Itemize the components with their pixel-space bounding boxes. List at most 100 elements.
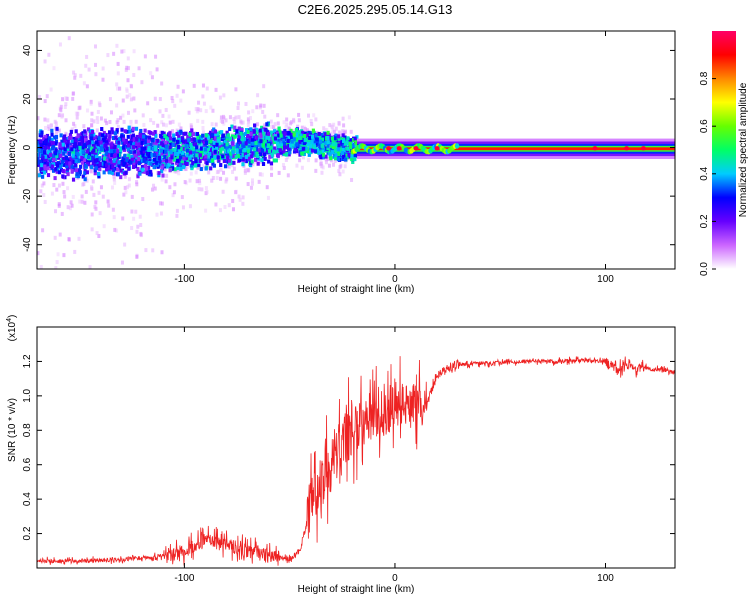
spectrogram-cell xyxy=(315,147,320,152)
spectrogram-cell xyxy=(200,136,204,141)
spectrogram-cell xyxy=(131,126,135,131)
spectrogram-cell xyxy=(232,166,236,171)
spectrogram-cell xyxy=(129,97,133,102)
spectrogram-cell xyxy=(298,152,302,157)
spectrogram-cell xyxy=(227,149,231,154)
spectrogram-cell xyxy=(90,212,94,217)
spectrogram-cell xyxy=(111,130,115,135)
spectrogram-cell xyxy=(195,155,200,160)
spectrogram-cell xyxy=(282,120,286,125)
spectrogram-cell xyxy=(89,136,93,141)
spectrogram-cell xyxy=(84,155,88,160)
spectrogram-cell xyxy=(146,101,150,106)
spectrogram-cell xyxy=(303,134,307,139)
spectrogram-cell xyxy=(117,160,121,165)
spectrogram-cell xyxy=(153,130,157,135)
spectrogram-cell xyxy=(164,107,168,112)
spectrogram-cell xyxy=(42,150,47,155)
spectrogram-cell xyxy=(233,120,237,125)
spectrogram-cell xyxy=(86,159,90,164)
spectrogram-cell xyxy=(67,36,71,41)
spectrogram-cell xyxy=(39,142,43,147)
spectrogram-cell xyxy=(337,169,341,174)
spectrogram-cell xyxy=(336,147,341,152)
spectrogram-cell xyxy=(51,144,55,149)
spectrogram-cell xyxy=(273,122,277,127)
spectrogram-cell xyxy=(237,138,241,143)
spectrogram-cell xyxy=(93,44,97,49)
spectrogram-cell xyxy=(139,223,143,228)
spectrogram-cell xyxy=(119,175,123,180)
spectrogram-cell xyxy=(334,153,338,158)
spectrogram-cell xyxy=(210,178,214,183)
spectrogram-cell xyxy=(37,157,40,162)
spectrogram-cell xyxy=(243,168,247,173)
spectrogram-cell xyxy=(155,212,159,217)
spectrogram-cell xyxy=(110,170,114,175)
spectrogram-cell xyxy=(90,111,94,116)
spectrogram-cell xyxy=(314,117,318,122)
spectrogram-cell xyxy=(54,141,58,146)
spectrogram-cell xyxy=(140,146,144,151)
spectrogram-cell xyxy=(237,158,242,163)
spectrogram-cell xyxy=(166,144,171,149)
spectrogram-cell xyxy=(292,140,296,145)
spectrogram-cell xyxy=(124,67,128,72)
spectrogram-cell xyxy=(329,156,333,161)
spectrogram-cell xyxy=(210,140,215,145)
spectrogram-cell xyxy=(93,171,97,176)
spectrogram-cell xyxy=(37,170,41,175)
spectrogram-cell xyxy=(328,138,332,143)
spectrogram-cell xyxy=(121,98,125,103)
spectrogram-cell xyxy=(283,141,287,146)
spectrogram-cell xyxy=(209,105,213,110)
spectrogram-cell xyxy=(240,141,244,146)
spectrogram-cell xyxy=(175,208,179,213)
spectrogram-cell xyxy=(62,151,66,156)
spectrogram-cell xyxy=(212,140,216,145)
spectrogram-cell xyxy=(236,154,240,159)
spectrogram-cell xyxy=(158,109,162,114)
spectrogram-cell xyxy=(117,165,121,170)
spectrogram-cell xyxy=(146,141,151,146)
spectrogram-cell xyxy=(78,151,82,156)
spectrogram-cell xyxy=(115,163,119,168)
spectrogram-cell xyxy=(189,137,193,142)
spectrogram-cell xyxy=(305,149,310,154)
spectrogram-cell xyxy=(350,157,354,162)
spectrogram-cell xyxy=(164,144,168,149)
spectrogram-cell xyxy=(355,140,359,145)
spectrogram-cell xyxy=(104,142,108,147)
spectrogram-peak xyxy=(624,146,630,151)
spectrogram-cell xyxy=(249,127,253,132)
spectrogram-cell xyxy=(257,139,261,144)
spectrogram-cell xyxy=(271,136,275,141)
spectrogram-cell xyxy=(333,158,337,163)
spectrogram-cell xyxy=(269,161,274,166)
spectrogram-cell xyxy=(165,146,169,151)
spectrogram-cell xyxy=(99,140,103,145)
spectrogram-cell xyxy=(106,162,111,167)
spectrogram-cell xyxy=(124,170,128,175)
spectrogram-cell xyxy=(260,128,264,133)
spectrogram-cell xyxy=(77,236,81,241)
spectrogram-cell xyxy=(173,147,177,152)
spectrogram-cell xyxy=(260,158,264,163)
spectrogram-cell xyxy=(251,109,255,114)
spectrogram-cell xyxy=(134,209,138,214)
spectrogram-cell xyxy=(123,185,127,190)
spectrogram-cell xyxy=(49,162,53,167)
spectrogram-cell xyxy=(320,152,324,157)
spectrogram-cell xyxy=(116,61,120,66)
spectrogram-cell xyxy=(241,162,245,167)
spectrogram-cell xyxy=(169,136,173,141)
spectrogram-heatmap xyxy=(37,36,675,269)
spectrogram-cell xyxy=(51,153,55,158)
spectrogram-cell xyxy=(145,151,150,156)
spectrogram-cell xyxy=(224,156,228,161)
spectrogram-cell xyxy=(202,140,206,145)
spectrogram-cell xyxy=(246,123,250,128)
spectrogram-cell xyxy=(111,135,116,140)
spectrogram-cell xyxy=(118,149,123,154)
spectrogram-cell xyxy=(54,130,58,135)
